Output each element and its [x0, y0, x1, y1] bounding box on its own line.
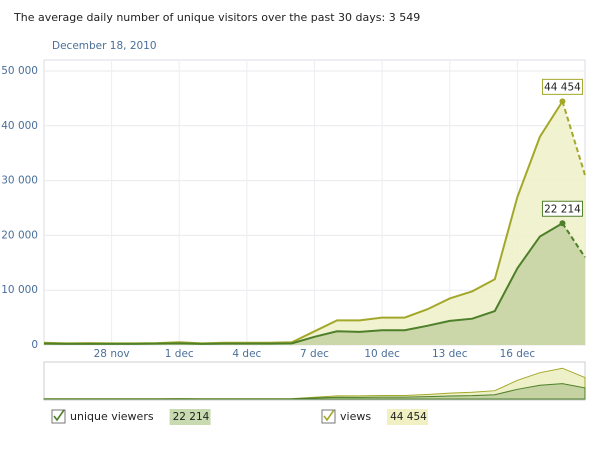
- label-box: [541, 200, 583, 217]
- legend-label[interactable]: views: [340, 410, 371, 423]
- navigator-area: [43, 383, 586, 400]
- chart-date: December 18, 2010: [52, 40, 157, 52]
- point: [559, 98, 566, 105]
- label-box: [541, 78, 583, 95]
- data-label: 44 454: [544, 81, 581, 93]
- x-tick-label: 10 dec: [364, 348, 400, 360]
- legend-value-box: [169, 409, 211, 425]
- y-tick-label: 0: [31, 339, 38, 351]
- line-forecast: [561, 101, 586, 176]
- y-tick-label: 50 000: [1, 65, 38, 77]
- data-label: 22 214: [544, 203, 581, 215]
- legend-value: 22 214: [173, 411, 210, 423]
- line: [43, 222, 563, 345]
- x-tick-label: 16 dec: [500, 348, 536, 360]
- y-tick-label: 10 000: [1, 284, 38, 296]
- x-tick-label: 13 dec: [432, 348, 468, 360]
- x-tick-label: 28 nov: [94, 348, 130, 360]
- point: [559, 220, 566, 227]
- line-forecast: [561, 222, 586, 258]
- y-tick-label: 30 000: [1, 175, 38, 187]
- x-tick-label: 7 dec: [300, 348, 329, 360]
- legend-value-box: [387, 409, 429, 425]
- x-tick-label: 4 dec: [232, 348, 261, 360]
- y-tick-label: 40 000: [1, 120, 38, 132]
- y-tick-label: 20 000: [1, 229, 38, 241]
- check-mark: [323, 409, 335, 422]
- legend-value: 44 454: [390, 411, 427, 423]
- legend-label[interactable]: unique viewers: [70, 410, 154, 423]
- check-mark: [53, 409, 65, 422]
- x-tick-label: 1 dec: [165, 348, 194, 360]
- area: [44, 223, 585, 345]
- chart-title: The average daily number of unique visit…: [13, 11, 420, 24]
